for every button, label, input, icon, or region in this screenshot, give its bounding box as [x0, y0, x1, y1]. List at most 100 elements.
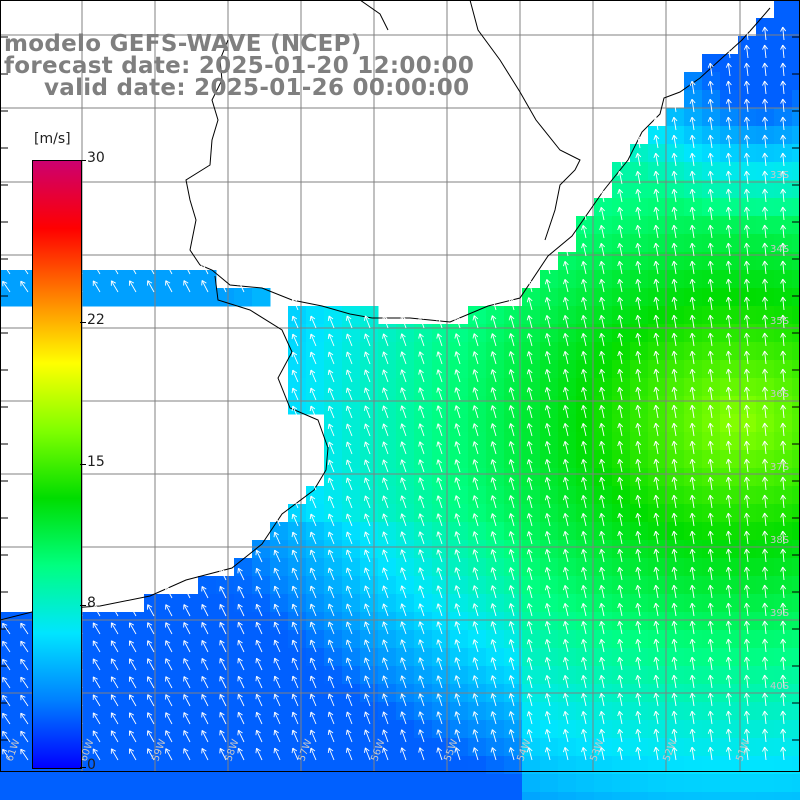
- field-cell: [558, 576, 577, 595]
- wind-arrow: [92, 730, 101, 743]
- wind-arrow: [92, 712, 101, 725]
- wind-arrow: [617, 746, 624, 761]
- field-cell: [702, 576, 721, 595]
- field-cell: [540, 414, 559, 433]
- field-cell: [648, 594, 667, 613]
- field-cell: [576, 594, 595, 613]
- wind-arrow: [490, 693, 497, 707]
- wind-arrow: [165, 676, 173, 689]
- field-cell: [738, 558, 757, 577]
- field-cell: [792, 90, 800, 109]
- wind-arrow: [345, 657, 353, 671]
- wind-arrow: [617, 440, 624, 455]
- field-cell: [702, 414, 721, 433]
- wind-arrow: [472, 531, 479, 545]
- field-cell: [576, 774, 595, 793]
- wind-arrow: [653, 548, 660, 563]
- wind-arrow: [128, 622, 137, 635]
- wind-arrow: [743, 368, 750, 383]
- field-cell: [180, 270, 199, 289]
- wind-arrow: [653, 494, 660, 509]
- wind-arrow: [508, 711, 515, 725]
- wind-arrow: [617, 638, 624, 653]
- field-cell: [720, 216, 739, 235]
- wind-arrow: [400, 477, 407, 491]
- wind-arrow: [671, 674, 678, 689]
- wind-arrow: [762, 530, 768, 545]
- wind-arrow: [147, 748, 155, 761]
- field-cell: [576, 648, 595, 667]
- field-cell: [558, 360, 577, 379]
- field-cell: [738, 720, 757, 739]
- field-cell: [612, 252, 631, 271]
- wind-arrow: [599, 278, 605, 293]
- wind-arrow: [617, 656, 624, 671]
- wind-arrow: [327, 585, 335, 599]
- field-cell: [522, 702, 541, 721]
- wind-arrow: [382, 423, 389, 437]
- wind-arrow: [472, 495, 479, 509]
- wind-arrow: [544, 531, 551, 545]
- latitude-label: 40S: [770, 681, 789, 692]
- wind-arrow: [147, 622, 155, 635]
- wind-arrow: [581, 279, 587, 293]
- wind-arrow: [671, 458, 678, 473]
- wind-arrow: [110, 262, 119, 275]
- wind-arrow: [544, 315, 551, 329]
- colorbar-tick-mark: [80, 767, 86, 768]
- wind-arrow: [762, 80, 768, 95]
- wind-arrow: [743, 422, 750, 437]
- field-cell: [720, 594, 739, 613]
- wind-arrow: [671, 350, 678, 365]
- field-cell: [594, 252, 613, 271]
- field-cell: [216, 594, 235, 613]
- field-cell: [648, 630, 667, 649]
- field-cell: [468, 558, 487, 577]
- field-cell: [180, 288, 199, 307]
- wind-arrow: [653, 242, 660, 257]
- field-cell: [0, 288, 19, 307]
- field-cell: [162, 720, 181, 739]
- wind-arrow: [743, 512, 750, 527]
- field-cell: [576, 792, 595, 800]
- wind-arrow: [563, 477, 569, 491]
- wind-arrow: [599, 188, 605, 203]
- field-cell: [486, 414, 505, 433]
- wind-arrow: [780, 674, 787, 689]
- colorbar-unit: [m/s]: [34, 131, 71, 147]
- field-cell: [612, 666, 631, 685]
- wind-arrow: [743, 98, 750, 113]
- field-cell: [720, 540, 739, 559]
- wind-arrow: [382, 369, 389, 383]
- wind-arrow: [128, 280, 137, 293]
- wind-arrow: [762, 512, 768, 527]
- wind-arrow: [581, 351, 587, 365]
- wind-arrow: [400, 351, 407, 365]
- field-cell: [684, 450, 703, 469]
- field-cell: [558, 432, 577, 451]
- wind-arrow: [635, 332, 642, 347]
- wind-arrow: [382, 711, 389, 725]
- field-cell: [234, 288, 253, 307]
- wind-arrow: [472, 441, 479, 455]
- wind-arrow: [689, 656, 696, 671]
- wind-arrow: [599, 656, 605, 671]
- field-cell: [558, 324, 577, 343]
- wind-arrow: [490, 459, 497, 473]
- wind-arrow: [780, 152, 787, 167]
- field-cell: [612, 630, 631, 649]
- field-cell: [720, 126, 739, 145]
- wind-arrow: [743, 134, 750, 149]
- wind-arrow: [671, 746, 678, 761]
- field-cell: [522, 558, 541, 577]
- wind-arrow: [544, 567, 551, 581]
- wind-arrow: [364, 459, 371, 473]
- wind-arrow: [743, 530, 750, 545]
- wind-arrow: [762, 692, 768, 707]
- wind-arrow: [92, 280, 101, 293]
- wind-arrow: [563, 441, 569, 455]
- wind-arrow: [725, 152, 732, 167]
- wind-arrow: [581, 441, 587, 455]
- wind-arrow: [309, 513, 317, 527]
- field-cell: [738, 594, 757, 613]
